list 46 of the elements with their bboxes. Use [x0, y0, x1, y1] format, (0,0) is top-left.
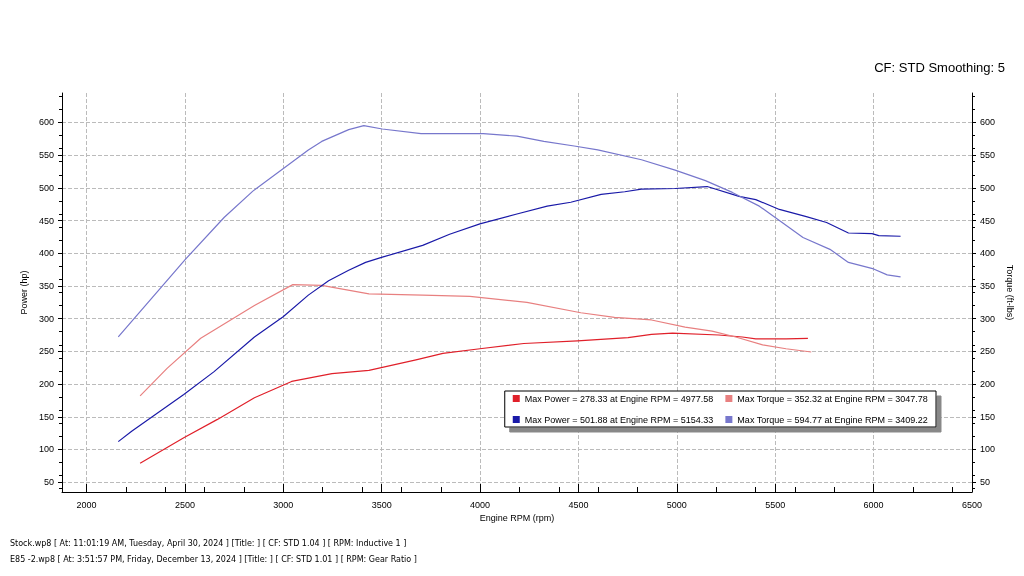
x-tick-label: 4000: [470, 499, 491, 510]
y2-tick-label: 400: [980, 248, 996, 259]
y-tick-label: 100: [38, 444, 54, 455]
y-axis-title: Power (hp): [18, 270, 29, 315]
y-tick-label: 400: [38, 248, 54, 259]
legend-label: Max Torque = 594.77 at Engine RPM = 3409.22: [737, 414, 928, 425]
x-tick-label: 4500: [568, 499, 589, 510]
y-tick-label: 200: [38, 379, 54, 390]
y2-tick-label: 550: [980, 150, 996, 161]
x-tick-label: 3000: [273, 499, 294, 510]
y-tick-label: 550: [38, 150, 54, 161]
y2-tick-label: 600: [980, 117, 996, 128]
y-tick-label: 300: [38, 313, 54, 324]
line-series: [139, 284, 812, 397]
y2-tick-label: 50: [980, 477, 991, 488]
legend-label: Max Power = 501.88 at Engine RPM = 5154.33: [524, 414, 714, 425]
legend-label: Max Torque = 352.32 at Engine RPM = 3047.78: [737, 393, 928, 404]
line-series: [117, 125, 902, 338]
y2-tick-label: 250: [980, 346, 996, 357]
x-tick-label: 2500: [174, 499, 195, 510]
x-tick-label: 3500: [371, 499, 392, 510]
legend-label: Max Power = 278.33 at Engine RPM = 4977.58: [524, 393, 714, 404]
x-tick-label: 5000: [666, 499, 687, 510]
y2-axis-title: Torque (ft-lbs): [1005, 264, 1016, 321]
y-tick-label: 450: [38, 215, 54, 226]
chart-title: CF: STD Smoothing: 5: [874, 60, 1006, 75]
x-tick-label: 2000: [76, 499, 97, 510]
y-tick-label: 150: [38, 411, 54, 422]
y2-tick-label: 450: [980, 215, 996, 226]
y2-tick-label: 200: [980, 379, 996, 390]
y-tick-label: 250: [38, 346, 54, 357]
y2-tick-label: 100: [980, 444, 996, 455]
x-axis-title: Engine RPM (rpm): [479, 513, 555, 524]
x-tick-label: 6500: [961, 499, 983, 510]
x-tick-label: 5500: [765, 499, 786, 510]
text: Stock.wp8 [ At: 11:01:19 AM, Tuesday, April 30, 2024 ] [Title: ] [ CF: STD 1.04 ] [ RPM: Inductive 1 ]: [10, 538, 408, 550]
y2-tick-label: 150: [980, 411, 996, 422]
y-tick-label: 350: [38, 280, 54, 291]
y-tick-label: 50: [43, 477, 54, 488]
x-tick-label: 6000: [863, 499, 884, 510]
y-tick-label: 600: [38, 117, 54, 128]
y-tick-label: 500: [38, 182, 54, 193]
y2-tick-label: 350: [980, 280, 996, 291]
text: E85 -2.wp8 [ At: 3:51:57 PM, Friday, December 13, 2024 ] [Title: ] [ CF: STD 1.01 ] [ RPM: Gear Ratio ]: [10, 554, 417, 566]
y2-tick-label: 500: [980, 182, 996, 193]
y2-tick-label: 300: [980, 313, 996, 324]
